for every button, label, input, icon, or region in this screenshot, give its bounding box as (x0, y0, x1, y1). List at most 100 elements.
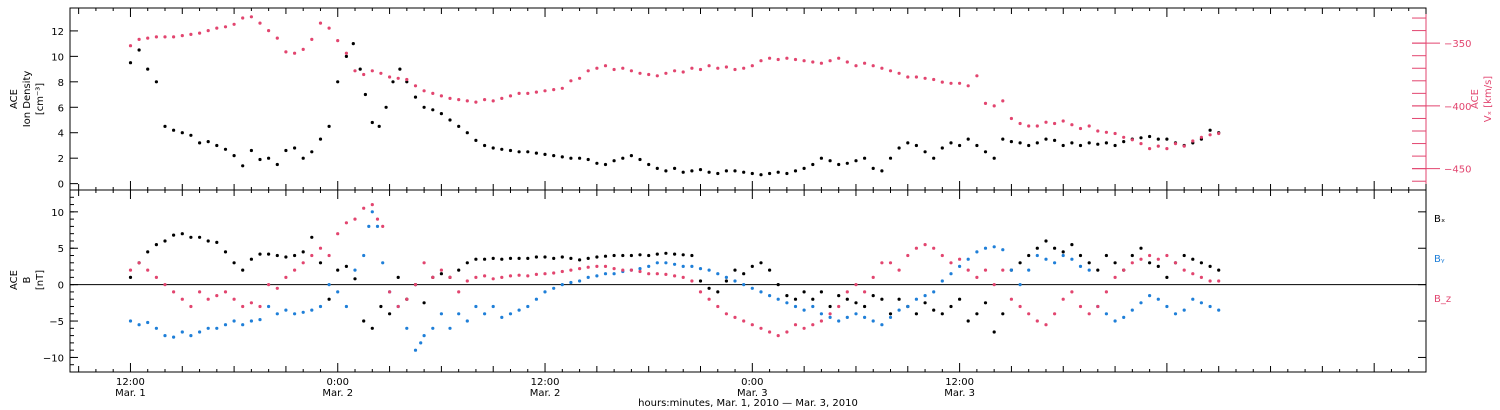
data-point (223, 323, 228, 327)
data-point (146, 268, 150, 272)
data-point (172, 35, 176, 39)
data-point (811, 297, 815, 301)
data-point (983, 268, 988, 272)
bottom-left-axis-ticks: −10 −5 0 5 10 (43, 196, 78, 366)
data-point (742, 170, 746, 174)
data-point (1078, 304, 1083, 309)
data-point (223, 250, 228, 254)
data-point (698, 290, 703, 294)
bottom-panel: −10 −5 0 5 10 ACE B [nT] Bₓ Bᵧ B_z (9, 189, 1451, 373)
data-point (1035, 253, 1039, 258)
data-point (1035, 141, 1039, 145)
bottom-left-axis-label-line3: [nT] (35, 270, 46, 290)
data-point (301, 250, 305, 254)
data-point (888, 69, 893, 73)
data-point (949, 272, 953, 276)
data-point (336, 268, 340, 272)
data-point (526, 256, 530, 260)
data-point (1148, 294, 1152, 298)
data-point (1018, 141, 1022, 145)
data-point (914, 75, 919, 79)
data-point (1001, 312, 1005, 316)
data-point (163, 283, 167, 287)
data-point (379, 71, 383, 75)
data-point (1009, 140, 1014, 144)
data-point (215, 143, 219, 148)
data-point (293, 146, 297, 150)
data-point (344, 264, 348, 268)
data-point (465, 99, 469, 103)
data-point (172, 128, 176, 132)
data-point (1173, 261, 1178, 265)
data-point (837, 162, 841, 167)
data-point (241, 16, 245, 20)
data-point (1139, 246, 1143, 250)
data-point (932, 156, 936, 160)
data-point (1044, 257, 1048, 261)
bottom-left-axis-label-line2: B (22, 276, 33, 283)
data-point (275, 312, 279, 316)
data-point (655, 252, 659, 256)
data-point (949, 81, 953, 85)
data-point (854, 301, 858, 305)
data-point (603, 162, 608, 167)
data-point (854, 312, 858, 316)
data-point (629, 154, 634, 158)
data-point (483, 143, 487, 148)
data-point (1156, 144, 1160, 148)
data-point (422, 89, 426, 93)
data-point (1156, 257, 1160, 261)
data-point (880, 297, 884, 301)
data-point (586, 265, 590, 269)
data-point (439, 312, 443, 316)
data-point (776, 283, 780, 287)
data-point (1191, 257, 1195, 261)
data-point (137, 323, 141, 327)
data-point (707, 286, 711, 290)
data-point (837, 56, 841, 60)
data-point (1208, 128, 1212, 132)
data-point (1113, 319, 1117, 323)
data-point (966, 319, 970, 323)
data-point (647, 162, 651, 167)
data-point (612, 67, 616, 72)
data-point (508, 94, 513, 98)
data-point (1078, 253, 1083, 258)
data-point (629, 268, 634, 272)
data-point (526, 274, 530, 278)
data-point (370, 326, 374, 330)
data-point (500, 257, 504, 261)
data-point (880, 323, 884, 327)
data-point (318, 261, 323, 265)
data-point (180, 330, 184, 334)
data-point (1182, 268, 1186, 272)
data-point (370, 69, 374, 73)
data-point (526, 91, 530, 95)
data-point (517, 308, 521, 312)
data-point (405, 77, 409, 82)
data-point (888, 315, 893, 319)
data-point (975, 312, 979, 316)
data-point (526, 304, 530, 309)
data-point (439, 272, 443, 276)
data-point (448, 275, 452, 279)
data-point (793, 297, 798, 301)
data-point (534, 297, 539, 301)
data-point (819, 312, 824, 316)
data-point (586, 69, 590, 73)
top-left-tick-label: 0 (58, 180, 64, 191)
data-point (457, 290, 461, 294)
data-point (1113, 131, 1117, 136)
data-point (1035, 319, 1039, 323)
data-point (232, 154, 236, 158)
data-point (569, 268, 573, 272)
data-point (681, 275, 685, 279)
data-point (932, 308, 936, 312)
data-point (707, 268, 711, 272)
data-point (362, 319, 366, 323)
data-point (154, 275, 158, 279)
data-point (370, 203, 374, 207)
data-point (785, 330, 789, 334)
data-point (336, 290, 340, 294)
data-point (336, 80, 340, 84)
